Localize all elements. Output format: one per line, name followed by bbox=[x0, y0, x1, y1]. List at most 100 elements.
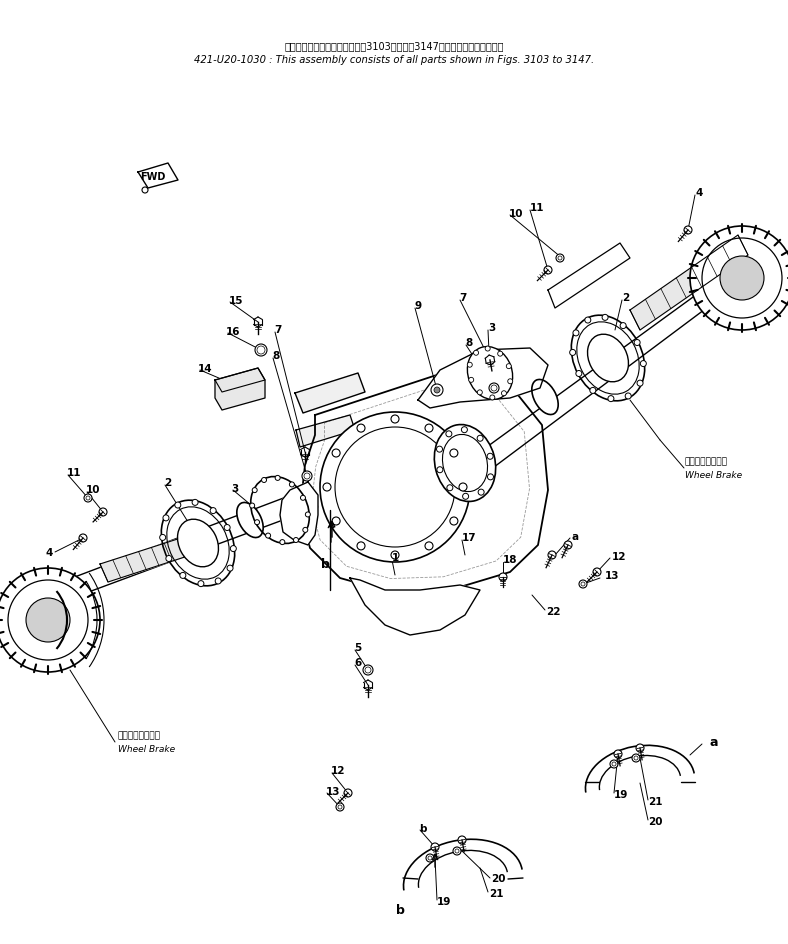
Circle shape bbox=[478, 435, 483, 441]
Circle shape bbox=[702, 238, 782, 318]
Text: 2: 2 bbox=[164, 479, 171, 488]
Circle shape bbox=[593, 568, 601, 576]
Circle shape bbox=[556, 254, 564, 262]
Text: 8: 8 bbox=[273, 351, 280, 361]
Text: a: a bbox=[571, 531, 578, 542]
Circle shape bbox=[391, 415, 399, 423]
Circle shape bbox=[250, 503, 255, 508]
Circle shape bbox=[488, 474, 493, 480]
Text: 10: 10 bbox=[86, 485, 100, 496]
Text: 11: 11 bbox=[530, 203, 544, 213]
Circle shape bbox=[280, 540, 284, 545]
Text: 8: 8 bbox=[465, 338, 472, 348]
Polygon shape bbox=[418, 348, 548, 408]
Circle shape bbox=[198, 581, 204, 586]
Circle shape bbox=[590, 387, 596, 394]
Circle shape bbox=[192, 499, 198, 505]
Circle shape bbox=[180, 572, 186, 579]
Circle shape bbox=[165, 555, 172, 562]
Circle shape bbox=[548, 551, 556, 559]
Circle shape bbox=[499, 573, 507, 581]
Circle shape bbox=[357, 424, 365, 432]
Circle shape bbox=[344, 789, 352, 797]
Text: 14: 14 bbox=[198, 364, 213, 374]
Ellipse shape bbox=[177, 519, 218, 566]
Text: 21: 21 bbox=[489, 889, 503, 899]
Polygon shape bbox=[280, 482, 318, 545]
Text: 5: 5 bbox=[354, 643, 361, 653]
Text: 15: 15 bbox=[229, 295, 243, 306]
Text: 4: 4 bbox=[46, 548, 54, 558]
Circle shape bbox=[431, 384, 443, 396]
Ellipse shape bbox=[434, 425, 496, 501]
Circle shape bbox=[489, 383, 499, 393]
Circle shape bbox=[608, 396, 614, 401]
Circle shape bbox=[357, 542, 365, 550]
Text: 13: 13 bbox=[325, 786, 340, 797]
Polygon shape bbox=[300, 368, 548, 592]
Text: Wheel Brake: Wheel Brake bbox=[118, 745, 175, 753]
Circle shape bbox=[485, 346, 490, 351]
Text: b: b bbox=[418, 823, 426, 834]
Ellipse shape bbox=[467, 346, 513, 399]
Text: 6: 6 bbox=[354, 658, 361, 668]
Circle shape bbox=[501, 391, 507, 396]
Circle shape bbox=[142, 187, 148, 193]
Circle shape bbox=[224, 525, 230, 531]
Text: 16: 16 bbox=[226, 327, 240, 337]
Circle shape bbox=[469, 378, 474, 382]
Circle shape bbox=[641, 361, 646, 366]
Circle shape bbox=[610, 760, 618, 768]
Polygon shape bbox=[350, 578, 480, 635]
Circle shape bbox=[255, 520, 259, 525]
Circle shape bbox=[462, 427, 467, 432]
Circle shape bbox=[453, 847, 461, 855]
Circle shape bbox=[210, 508, 216, 514]
Circle shape bbox=[391, 551, 399, 559]
Text: Wheel Brake: Wheel Brake bbox=[685, 470, 742, 480]
Text: 10: 10 bbox=[508, 209, 523, 219]
Circle shape bbox=[467, 362, 472, 367]
Polygon shape bbox=[138, 163, 178, 188]
Circle shape bbox=[230, 546, 236, 551]
Circle shape bbox=[425, 424, 433, 432]
Text: 4: 4 bbox=[695, 188, 703, 198]
Text: 9: 9 bbox=[414, 301, 422, 312]
Circle shape bbox=[437, 466, 443, 473]
Circle shape bbox=[487, 453, 493, 460]
Circle shape bbox=[446, 430, 452, 437]
Circle shape bbox=[363, 665, 373, 675]
Circle shape bbox=[332, 449, 340, 457]
Text: b: b bbox=[321, 559, 329, 571]
Text: 13: 13 bbox=[604, 571, 619, 582]
Circle shape bbox=[302, 471, 312, 481]
Circle shape bbox=[425, 542, 433, 550]
Circle shape bbox=[637, 380, 643, 386]
Circle shape bbox=[564, 541, 572, 549]
Circle shape bbox=[463, 494, 469, 499]
Text: ホイールブレーキ: ホイールブレーキ bbox=[685, 458, 728, 466]
Circle shape bbox=[573, 329, 579, 336]
Circle shape bbox=[336, 803, 344, 811]
Circle shape bbox=[437, 447, 443, 452]
Circle shape bbox=[544, 266, 552, 274]
Circle shape bbox=[160, 534, 165, 540]
Text: 20: 20 bbox=[649, 817, 663, 827]
Text: 3: 3 bbox=[232, 483, 239, 494]
Text: 20: 20 bbox=[492, 874, 506, 885]
Circle shape bbox=[8, 580, 88, 660]
Text: 2: 2 bbox=[623, 293, 630, 303]
Circle shape bbox=[293, 537, 299, 543]
Text: 22: 22 bbox=[546, 606, 561, 616]
Circle shape bbox=[306, 512, 310, 517]
Circle shape bbox=[478, 390, 482, 395]
Text: 18: 18 bbox=[503, 555, 518, 565]
Circle shape bbox=[459, 483, 467, 491]
Circle shape bbox=[478, 489, 484, 496]
Ellipse shape bbox=[588, 334, 629, 381]
Circle shape bbox=[570, 349, 576, 356]
Text: 421-U20-1030 : This assembly consists of all parts shown in Figs. 3103 to 3147.: 421-U20-1030 : This assembly consists of… bbox=[194, 55, 594, 65]
Ellipse shape bbox=[532, 379, 558, 414]
Text: このアセンブリの構成部品は第3103図から第3147図の品品まで含みます．: このアセンブリの構成部品は第3103図から第3147図の品品まで含みます． bbox=[284, 41, 504, 51]
Text: 19: 19 bbox=[437, 897, 452, 907]
